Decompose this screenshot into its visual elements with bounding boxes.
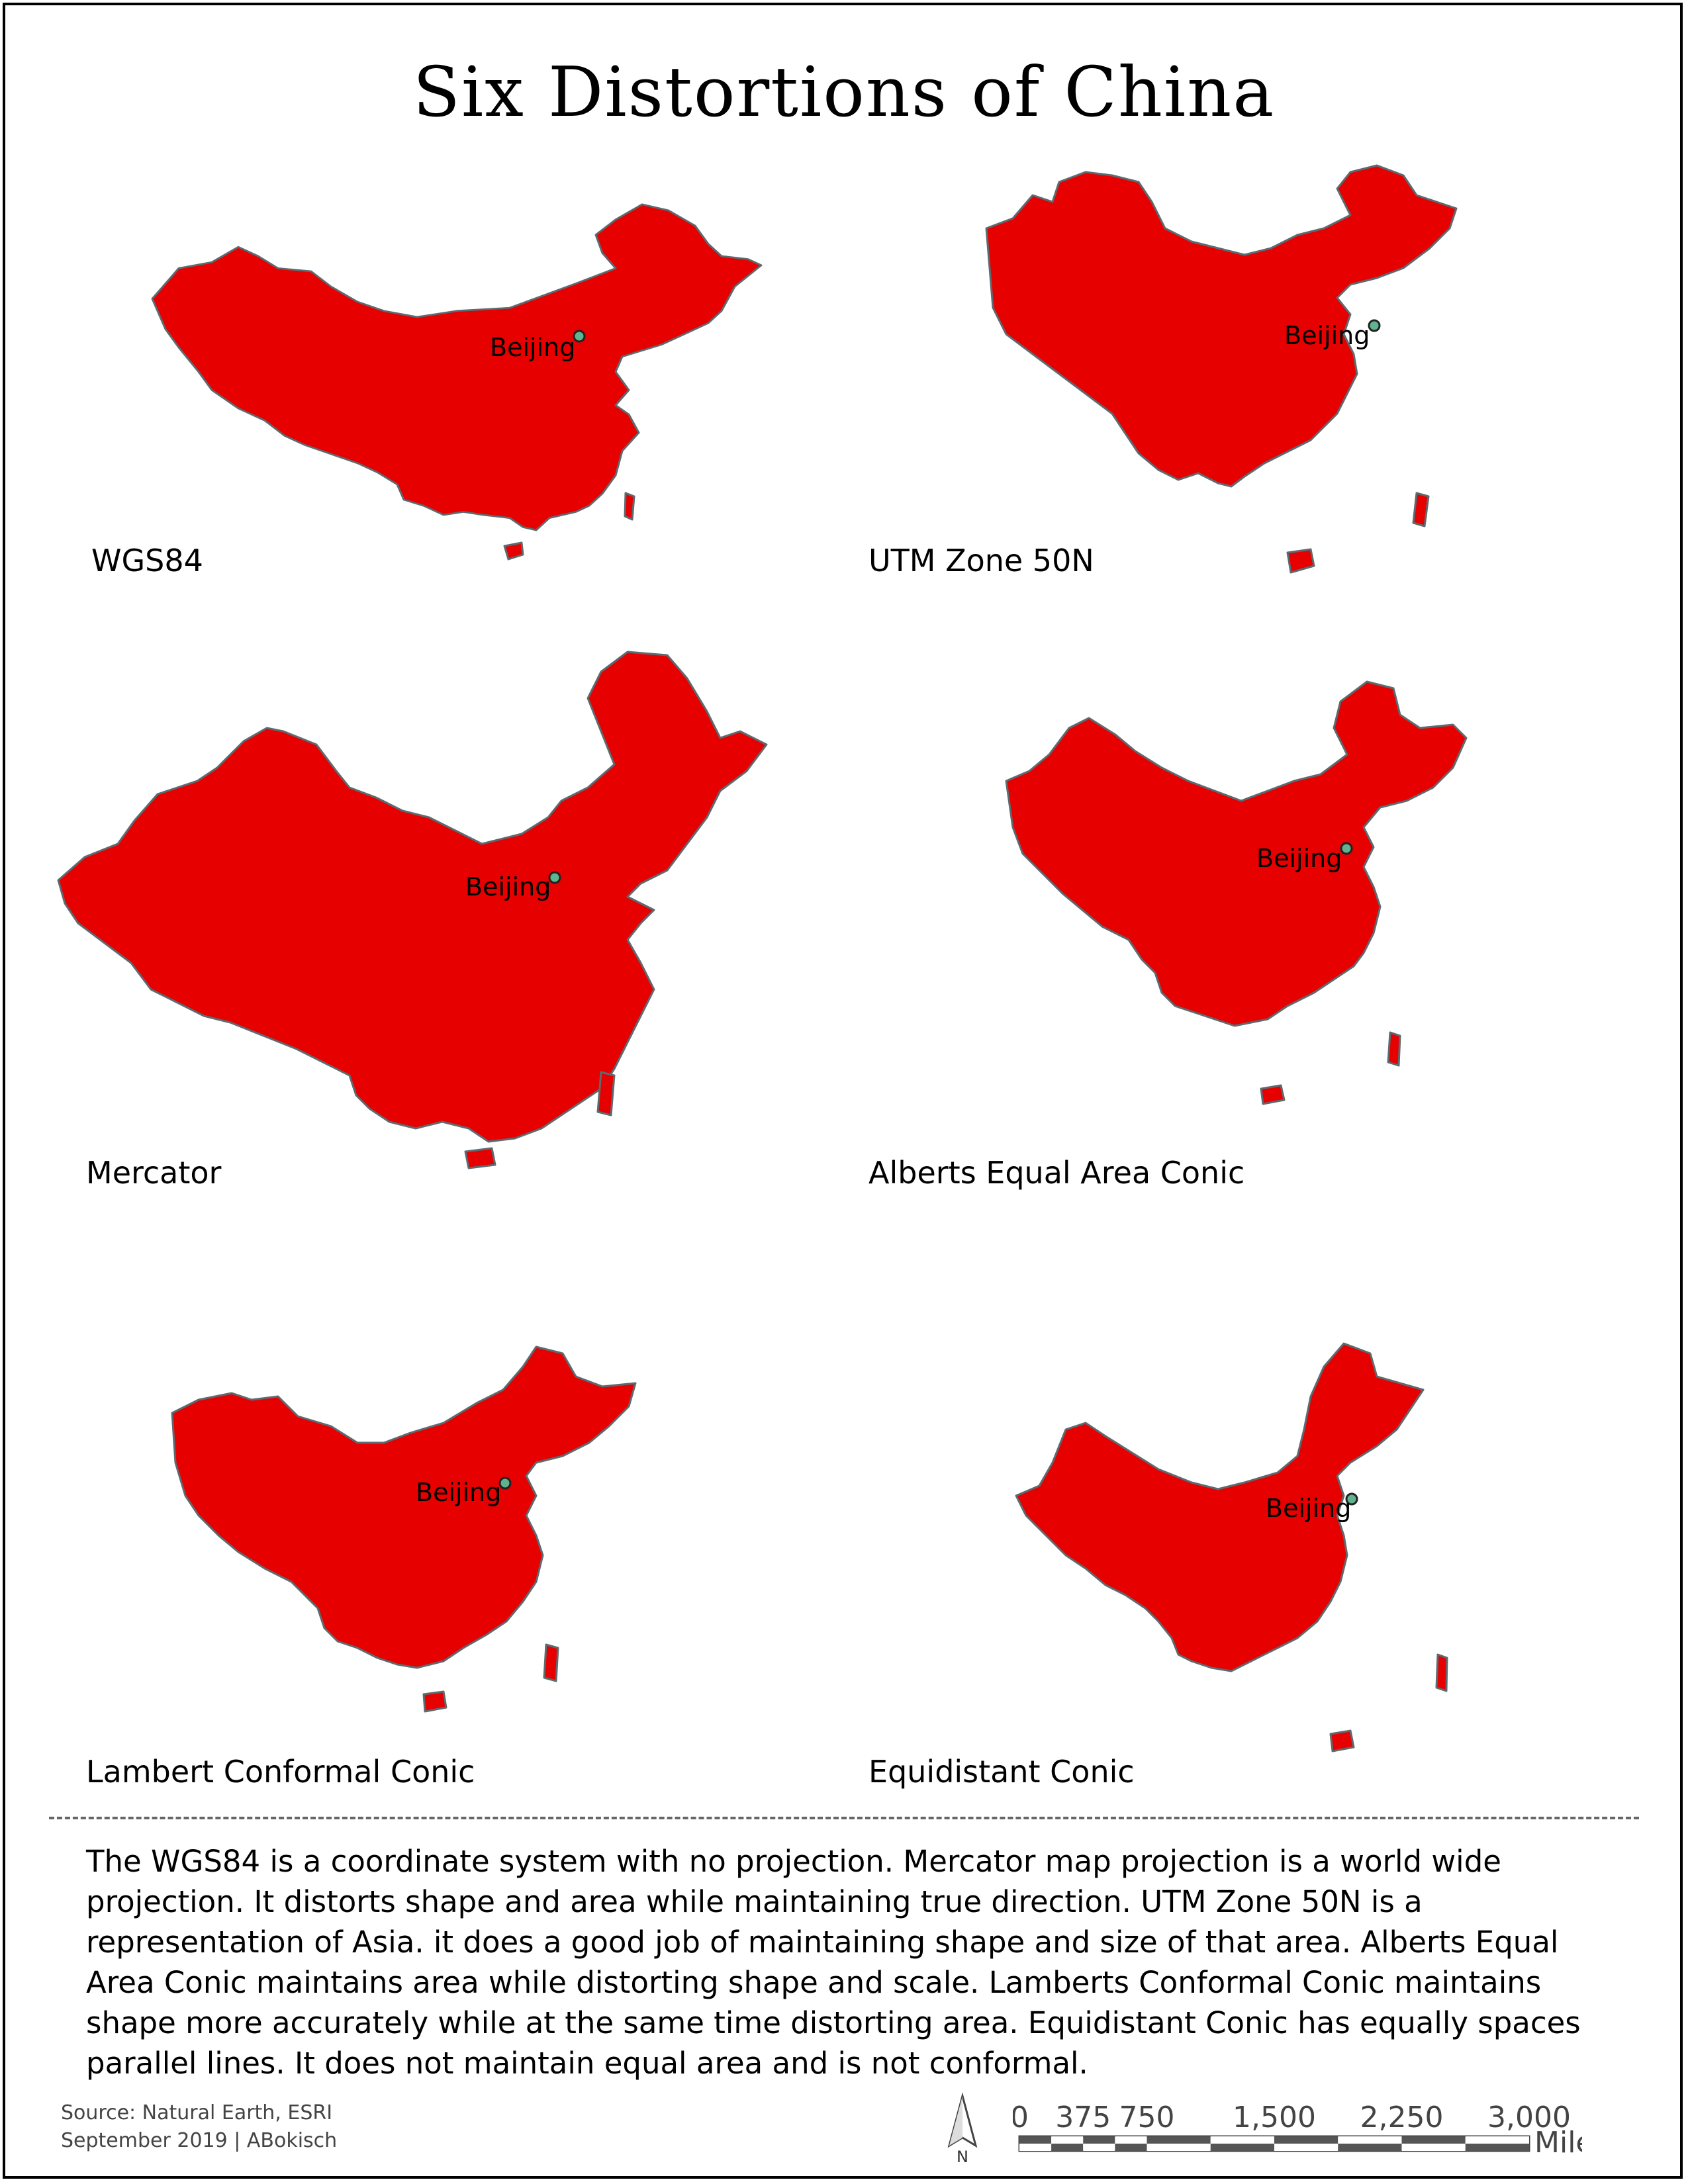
hainan-shape	[503, 541, 524, 561]
scale-bar-segment	[1274, 2136, 1338, 2144]
scale-bar-segment	[1019, 2144, 1052, 2151]
capital-label: Beijing	[490, 333, 575, 362]
north-label: N	[957, 2148, 968, 2165]
scale-bar-segment	[1401, 2144, 1466, 2151]
taiwan-shape	[624, 492, 635, 521]
capital-marker	[1340, 842, 1353, 855]
projection-label-mercator: Mercator	[86, 1155, 222, 1191]
credits-block: Source: Natural Earth, ESRI September 20…	[61, 2099, 337, 2155]
china-map-equidistant: Beijing	[1015, 1342, 1448, 1752]
capital-label: Beijing	[1256, 844, 1342, 873]
china-shape	[1005, 680, 1468, 1027]
china-shape	[171, 1345, 637, 1669]
capital-marker	[1345, 1492, 1358, 1506]
capital-label: Beijing	[465, 872, 551, 901]
scale-tick-label: 375	[1055, 2101, 1111, 2134]
scale-bar-segment	[1019, 2136, 1052, 2144]
scale-bar-segment	[1210, 2136, 1274, 2144]
scale-bar-segment	[1401, 2136, 1466, 2144]
map-frame	[3, 3, 1683, 2179]
hainan-shape	[1260, 1084, 1286, 1105]
map-panel-utm: Beijing	[980, 162, 1536, 586]
scale-tick-label: 0	[1013, 2101, 1029, 2134]
capital-marker	[1368, 319, 1381, 332]
map-panel-lambert: Beijing	[165, 1337, 649, 1734]
map-panel-wgs84: Beijing	[139, 199, 774, 569]
capital-label: Beijing	[1284, 321, 1370, 350]
scale-bar-segment	[1115, 2144, 1147, 2151]
north-arrow: N	[943, 2092, 982, 2168]
scale-tick-label: 3,000	[1487, 2101, 1571, 2134]
capital-marker	[548, 871, 561, 884]
china-shape	[985, 164, 1458, 488]
scale-bar-segment	[1083, 2144, 1115, 2151]
taiwan-shape	[1387, 1031, 1401, 1067]
scale-bar-segment	[1465, 2136, 1529, 2144]
date-author-credit: September 2019 | ABokisch	[61, 2129, 338, 2152]
map-panel-mercator: Beijing	[57, 645, 773, 1175]
projection-label-equidistant: Equidistant Conic	[868, 1754, 1135, 1790]
china-map-wgs84: Beijing	[151, 203, 763, 561]
capital-marker	[498, 1477, 512, 1490]
map-title: Six Distortions of China	[412, 52, 1276, 132]
scale-bar-segment	[1465, 2144, 1529, 2151]
china-map-mercator: Beijing	[57, 651, 768, 1169]
scale-tick-label: 750	[1119, 2101, 1175, 2134]
capital-label: Beijing	[416, 1478, 501, 1507]
scale-bar-segment	[1338, 2136, 1402, 2144]
scale-bar-segment	[1115, 2136, 1147, 2144]
projection-label-alberts: Alberts Equal Area Conic	[868, 1155, 1245, 1191]
section-divider	[49, 1817, 1639, 1819]
scale-bar-segment	[1274, 2144, 1338, 2151]
scale-bar-segment	[1147, 2144, 1211, 2151]
hainan-shape	[422, 1690, 447, 1713]
projection-label-wgs84: WGS84	[91, 543, 203, 578]
scale-bar-segment	[1051, 2136, 1084, 2144]
projection-label-utm: UTM Zone 50N	[868, 543, 1094, 578]
scale-bar-segment	[1210, 2144, 1274, 2151]
hainan-shape	[464, 1147, 496, 1169]
scale-bar-segment	[1147, 2136, 1211, 2144]
scale-bar-segment	[1338, 2144, 1402, 2151]
china-map-utm: Beijing	[985, 164, 1458, 574]
map-panel-alberts: Beijing	[1003, 675, 1479, 1112]
source-credit: Source: Natural Earth, ESRI	[61, 2101, 333, 2124]
china-shape	[151, 203, 763, 531]
china-map-alberts: Beijing	[1005, 680, 1468, 1105]
china-map-lambert: Beijing	[171, 1345, 637, 1713]
taiwan-shape	[1435, 1653, 1448, 1692]
china-shape	[1015, 1342, 1425, 1672]
taiwan-shape	[596, 1071, 616, 1116]
hainan-shape	[1329, 1729, 1355, 1752]
scale-bar-segment	[1051, 2144, 1084, 2151]
description-text: The WGS84 is a coordinate system with no…	[86, 1844, 1581, 2081]
scale-tick-label: 1,500	[1233, 2101, 1316, 2134]
china-shape	[57, 651, 768, 1143]
scale-tick-label: 2,250	[1360, 2101, 1444, 2134]
capital-marker	[573, 330, 586, 343]
taiwan-shape	[543, 1643, 559, 1682]
hainan-shape	[1286, 548, 1315, 574]
capital-label: Beijing	[1266, 1494, 1351, 1523]
taiwan-shape	[1412, 492, 1430, 527]
scale-unit-label: Miles	[1534, 2126, 1582, 2160]
north-arrow-icon: N	[947, 2092, 978, 2166]
map-panel-equidistant: Beijing	[1013, 1330, 1476, 1767]
scale-bar-segment	[1083, 2136, 1115, 2144]
projection-label-lambert: Lambert Conformal Conic	[86, 1754, 475, 1790]
